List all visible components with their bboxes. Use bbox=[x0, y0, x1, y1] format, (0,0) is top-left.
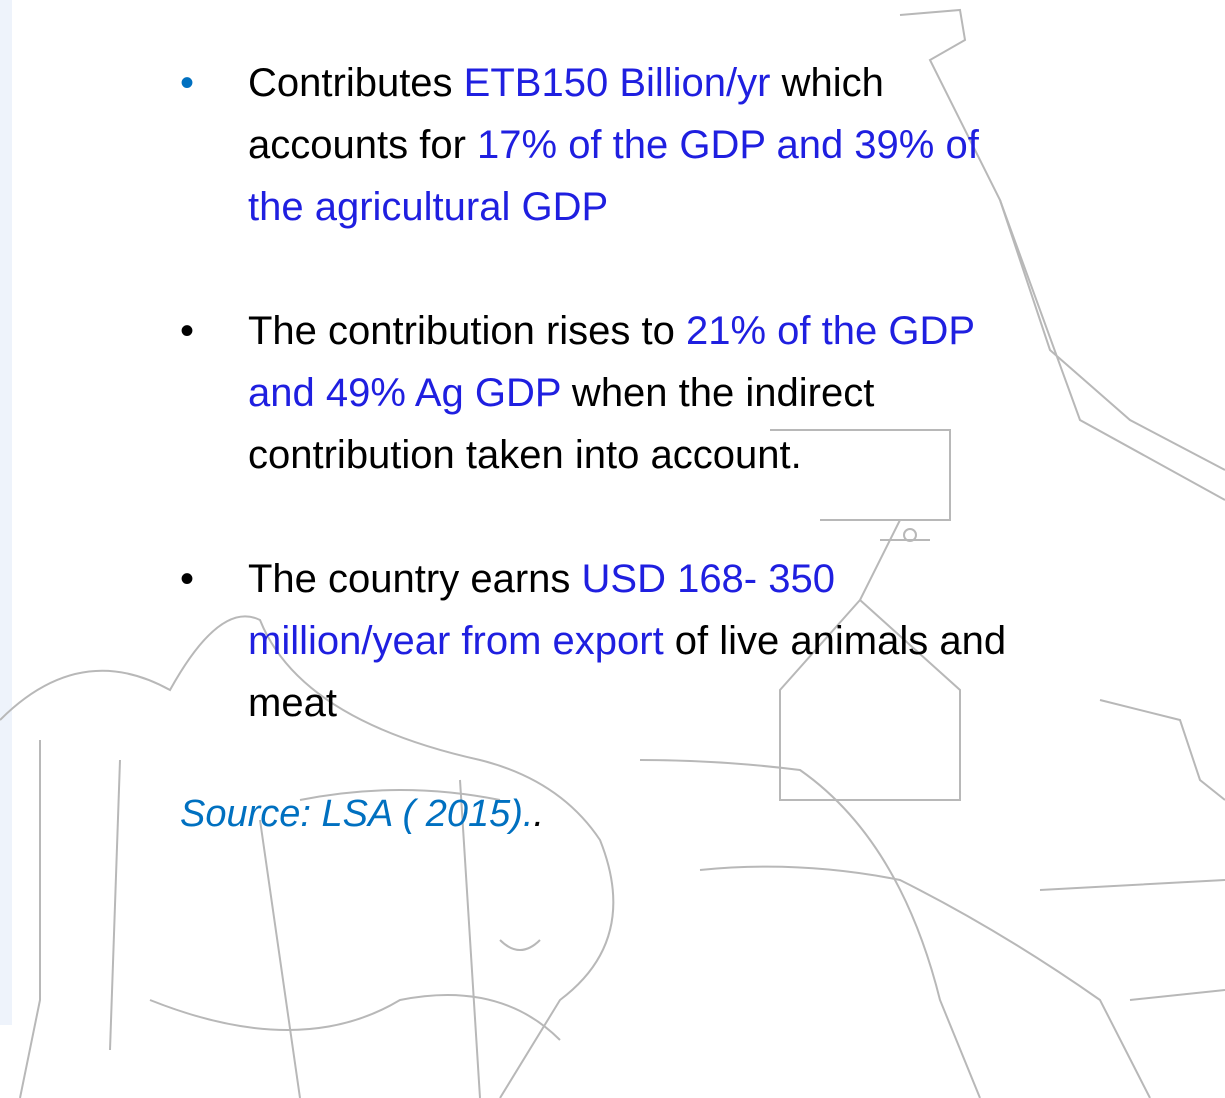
source: Source: LSA ( 2015).. bbox=[180, 784, 1020, 844]
bullet-dot: • bbox=[180, 557, 195, 601]
text-run: when the indirect contribution taken int… bbox=[248, 371, 875, 477]
text-run: The contribution rises to bbox=[248, 309, 686, 353]
text-run: of live animals and meat bbox=[248, 619, 1007, 725]
text-run: ETB150 Billion/yr bbox=[463, 61, 771, 105]
text-run: USD 168- 350 million/year from export bbox=[248, 557, 835, 663]
bullet-dot: • bbox=[180, 61, 195, 105]
bullet: • Contributes ETB150 Billion/yr which ac… bbox=[180, 52, 1018, 238]
line-art bbox=[0, 8, 1225, 1098]
text-run: The country earns bbox=[248, 557, 582, 601]
bullet: • The contribution rises to 21% of the GD… bbox=[180, 300, 1018, 486]
text-run: 17% of the GDP and 39% of the agricultur… bbox=[248, 123, 979, 229]
text-run: Contributes bbox=[248, 61, 464, 105]
side-panel bbox=[0, 0, 12, 1025]
content: • Contributes ETB150 Billion/yr which ac… bbox=[180, 52, 1020, 844]
text-run: which accounts for bbox=[248, 61, 884, 167]
bullet-dot: • bbox=[180, 309, 195, 353]
bullet: • The country earns USD 168- 350 million/… bbox=[180, 548, 1018, 734]
text-run: . bbox=[533, 793, 545, 835]
text-run: Source: LSA ( 2015). bbox=[180, 793, 534, 835]
text-run: 21% of the GDP and 49% Ag GDP bbox=[248, 309, 975, 415]
